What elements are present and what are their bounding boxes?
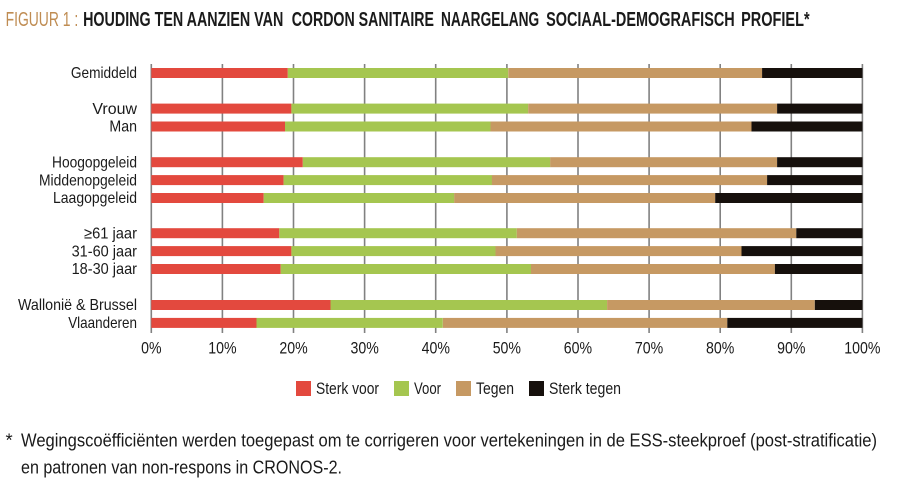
svg-text:Hoogopgeleid: Hoogopgeleid	[52, 154, 137, 171]
svg-text:Wegingscoëfficiënten werden to: Wegingscoëfficiënten werden toegepast om…	[21, 430, 877, 451]
svg-text:Voor: Voor	[414, 380, 441, 398]
svg-text:Tegen: Tegen	[476, 380, 514, 398]
svg-text:*: *	[6, 430, 13, 451]
svg-text:30%: 30%	[351, 339, 380, 357]
svg-text:en patronen van non-respons in: en patronen van non-respons in CRONOS-2.	[21, 456, 342, 477]
svg-text:Sterk voor: Sterk voor	[316, 380, 379, 398]
svg-text:Man: Man	[109, 119, 137, 136]
svg-text:Vrouw: Vrouw	[92, 101, 137, 118]
svg-text:18-30 jaar: 18-30 jaar	[72, 261, 137, 278]
svg-text:70%: 70%	[635, 339, 664, 357]
svg-text:CORDON SANITAIRE: CORDON SANITAIRE	[292, 9, 434, 31]
svg-text:Sterk tegen: Sterk tegen	[549, 380, 621, 398]
svg-text:80%: 80%	[706, 339, 735, 357]
svg-text:Vlaanderen: Vlaanderen	[68, 315, 137, 332]
svg-text:0%: 0%	[141, 339, 162, 357]
svg-text:Laagopgeleid: Laagopgeleid	[53, 190, 137, 207]
svg-text:60%: 60%	[564, 339, 593, 357]
svg-text:NAARGELANG: NAARGELANG	[441, 9, 539, 31]
svg-text:Middenopgeleid: Middenopgeleid	[39, 172, 137, 189]
svg-text:100%: 100%	[844, 339, 880, 357]
svg-text:FIGUUR 1 :: FIGUUR 1 :	[6, 9, 79, 31]
svg-text:10%: 10%	[208, 339, 237, 357]
svg-text:90%: 90%	[777, 339, 806, 357]
svg-text:HOUDING TEN AANZIEN VAN: HOUDING TEN AANZIEN VAN	[83, 9, 283, 31]
svg-text:Wallonië & Brussel: Wallonië & Brussel	[18, 297, 137, 314]
svg-text:50%: 50%	[493, 339, 522, 357]
svg-text:31-60 jaar: 31-60 jaar	[72, 243, 137, 260]
svg-text:20%: 20%	[279, 339, 308, 357]
svg-text:Gemiddeld: Gemiddeld	[71, 65, 137, 82]
svg-text:40%: 40%	[422, 339, 451, 357]
svg-text:≥61 jaar: ≥61 jaar	[84, 225, 137, 242]
svg-text:PROFIEL*: PROFIEL*	[741, 9, 810, 31]
svg-text:SOCIAAL-DEMOGRAFISCH: SOCIAAL-DEMOGRAFISCH	[546, 9, 735, 31]
